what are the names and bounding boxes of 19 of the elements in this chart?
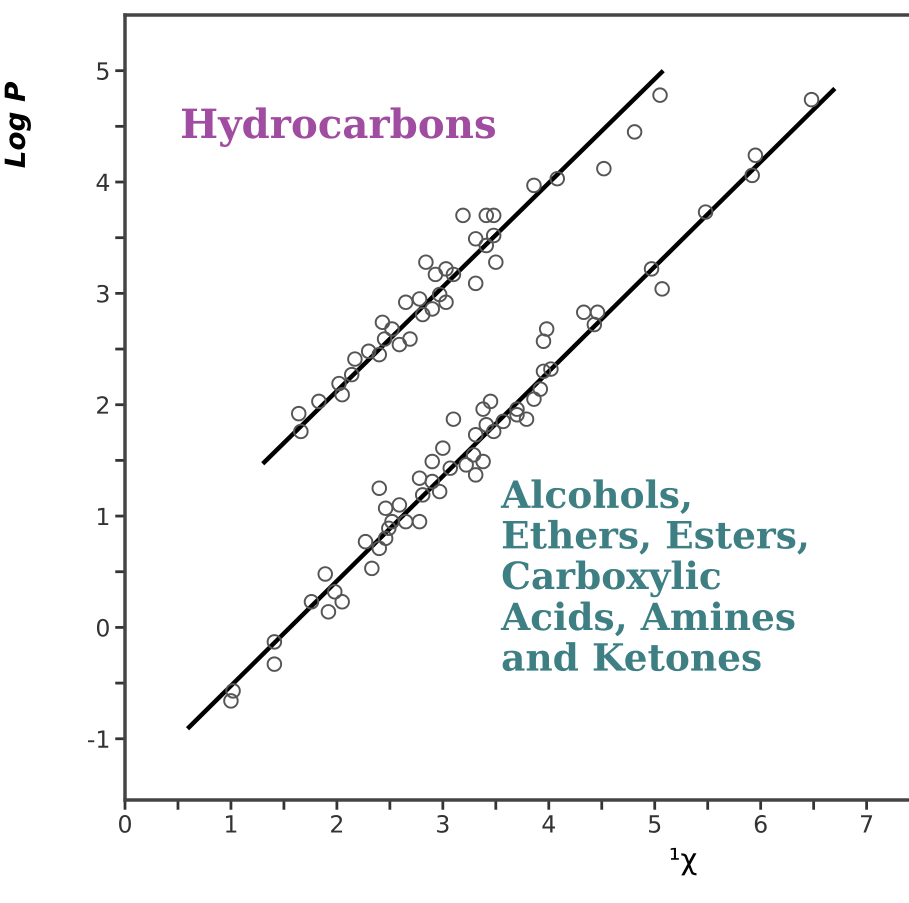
- x-tick-label: 4: [542, 815, 555, 833]
- y-tick-label: 0: [96, 618, 109, 637]
- x-tick-label: 7: [861, 815, 872, 833]
- series-label: Alcohols, Ethers, Esters, Carboxylic Acids, Amines and Ketones: [500, 479, 806, 672]
- x-tick-label: 1: [226, 815, 236, 833]
- y-tick-label: 5: [97, 62, 108, 80]
- series-label: Hydrocarbons: [182, 107, 495, 147]
- x-tick-label: 3: [437, 815, 448, 833]
- x-tick-label: 6: [754, 815, 767, 833]
- y-axis-title: Log P: [4, 82, 31, 168]
- y-tick-label: 4: [96, 174, 110, 191]
- y-tick-label: 2: [97, 396, 108, 414]
- y-tick-label: -1: [88, 730, 108, 748]
- x-tick-label: 5: [649, 815, 660, 833]
- x-tick-label: 2: [331, 815, 342, 833]
- y-tick-label: 1: [98, 508, 108, 526]
- x-axis-title: ¹χ: [670, 848, 696, 876]
- x-tick-label: 0: [119, 815, 131, 833]
- y-tick-label: 3: [97, 284, 109, 303]
